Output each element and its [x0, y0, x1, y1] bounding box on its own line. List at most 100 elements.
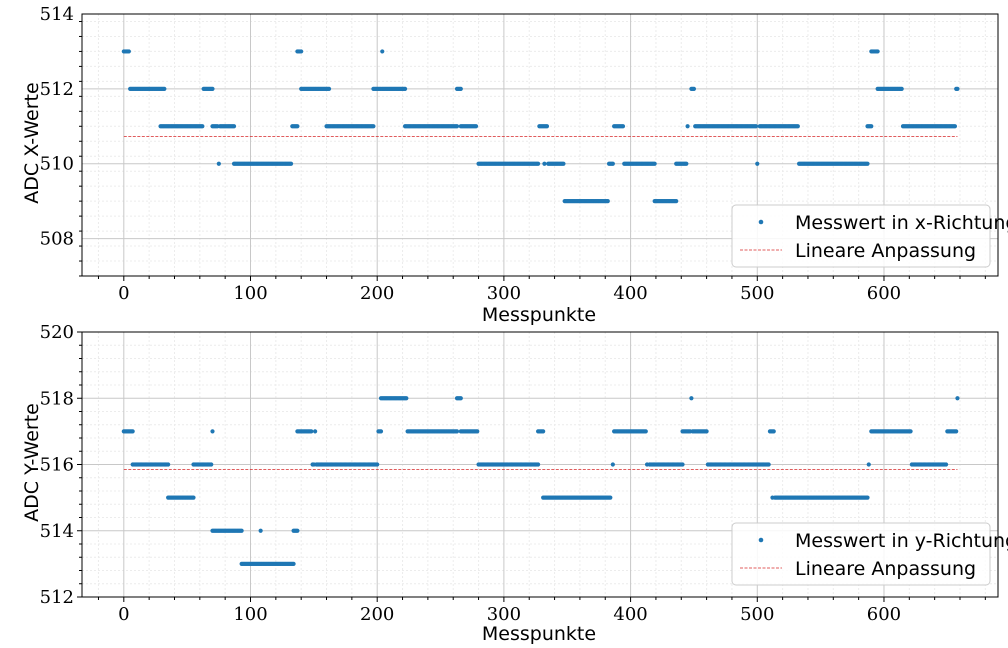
y-tick-label: 510: [40, 154, 74, 175]
y-tick-label: 518: [40, 388, 74, 409]
data-point: [458, 396, 463, 401]
data-point: [869, 124, 874, 129]
y-tick-label: 514: [40, 4, 74, 25]
data-point: [620, 124, 626, 129]
legend-label: Messwert in y-Richtung: [795, 530, 1008, 552]
data-point: [608, 495, 613, 500]
data-point: [755, 161, 760, 166]
data-point: [216, 161, 221, 166]
data-point: [610, 161, 615, 166]
y-axis-label: ADC Y-Werte: [21, 403, 43, 522]
data-point: [689, 396, 694, 401]
data-point: [866, 462, 871, 467]
data-point: [766, 462, 771, 467]
legend-box: [731, 204, 991, 268]
x-tick-label: 200: [360, 283, 394, 304]
legend-label: Messwert in x-Richtung: [795, 212, 1008, 234]
plot-x-values: 0 100 200 300 400 500 600 508 510 512 514 Messpunkt…: [21, 4, 1008, 326]
data-point: [454, 429, 460, 434]
y-tick-label: 512: [40, 79, 74, 100]
data-point: [475, 429, 480, 434]
legend: Messwert in y-Richtung Lineare Anpassung: [731, 522, 1008, 586]
data-point: [380, 49, 385, 54]
data-point: [309, 429, 314, 434]
axes-frame: [81, 13, 999, 277]
data-point: [952, 124, 958, 129]
data-point: [371, 124, 376, 129]
legend-point-marker: [758, 537, 764, 543]
x-tick-label: 200: [360, 604, 394, 625]
data-point: [943, 462, 949, 467]
legend: Messwert in x-Richtung Lineare Anpassung: [731, 204, 1008, 268]
data-point: [200, 124, 205, 129]
data-point: [680, 462, 685, 467]
data-point: [295, 528, 300, 533]
data-point: [326, 86, 332, 91]
data-point: [210, 429, 215, 434]
data-point: [684, 161, 689, 166]
data-point: [541, 429, 546, 434]
ticks: [79, 20, 986, 281]
x-tick-label: 400: [613, 604, 647, 625]
x-tick-label: 100: [233, 283, 267, 304]
data-point: [753, 124, 759, 129]
data-point: [535, 161, 541, 166]
data-point: [299, 49, 304, 54]
data-point: [610, 462, 615, 467]
data-point: [288, 161, 294, 166]
data-point: [704, 429, 709, 434]
data-point: [191, 495, 196, 500]
data-point: [239, 528, 244, 533]
data-point: [473, 124, 479, 129]
data-point: [402, 86, 408, 91]
data-point: [652, 161, 657, 166]
data-point: [795, 124, 800, 129]
data-point: [535, 462, 541, 467]
data-point: [955, 396, 960, 401]
data-point: [378, 429, 384, 434]
data-point: [454, 124, 460, 129]
data-point: [231, 124, 237, 129]
data-point: [899, 86, 904, 91]
data-point: [291, 561, 296, 566]
legend-box: [731, 522, 991, 586]
x-tick-label: 500: [740, 283, 774, 304]
y-tick-label: 508: [40, 229, 74, 250]
data-point: [674, 199, 679, 204]
data-point: [865, 161, 870, 166]
data-point: [295, 124, 300, 129]
data-point: [691, 86, 697, 91]
x-tick-label: 0: [118, 604, 129, 625]
y-tick-label: 512: [40, 587, 74, 608]
data-point: [375, 462, 380, 467]
x-axis-label: Messpunkte: [482, 623, 596, 645]
data-point: [542, 161, 547, 166]
data-point: [313, 429, 318, 434]
data-layer: [121, 49, 960, 204]
x-axis-label: Messpunkte: [482, 304, 596, 326]
x-tick-label: 100: [233, 604, 267, 625]
data-point: [865, 495, 870, 500]
legend-label: Lineare Anpassung: [795, 240, 976, 262]
data-point: [544, 124, 550, 129]
data-point: [166, 462, 171, 467]
y-tick-label: 520: [40, 322, 74, 343]
data-point: [210, 86, 215, 91]
data-point: [605, 199, 610, 204]
data-point: [875, 49, 880, 54]
data-point: [258, 528, 263, 533]
data-point: [126, 49, 131, 54]
y-tick-label: 514: [40, 521, 74, 542]
legend-point-marker: [758, 219, 764, 225]
data-point: [130, 429, 135, 434]
x-tick-label: 300: [487, 604, 521, 625]
x-tick-label: 600: [867, 283, 901, 304]
data-point: [908, 429, 913, 434]
ticks: [77, 331, 986, 602]
data-point: [209, 462, 214, 467]
data-point: [643, 429, 648, 434]
data-point: [162, 86, 167, 91]
plot-y-values: 0 100 200 300 400 500 600 512 514 516 518 520 Messpu…: [21, 322, 1008, 645]
x-tick-label: 500: [740, 604, 774, 625]
